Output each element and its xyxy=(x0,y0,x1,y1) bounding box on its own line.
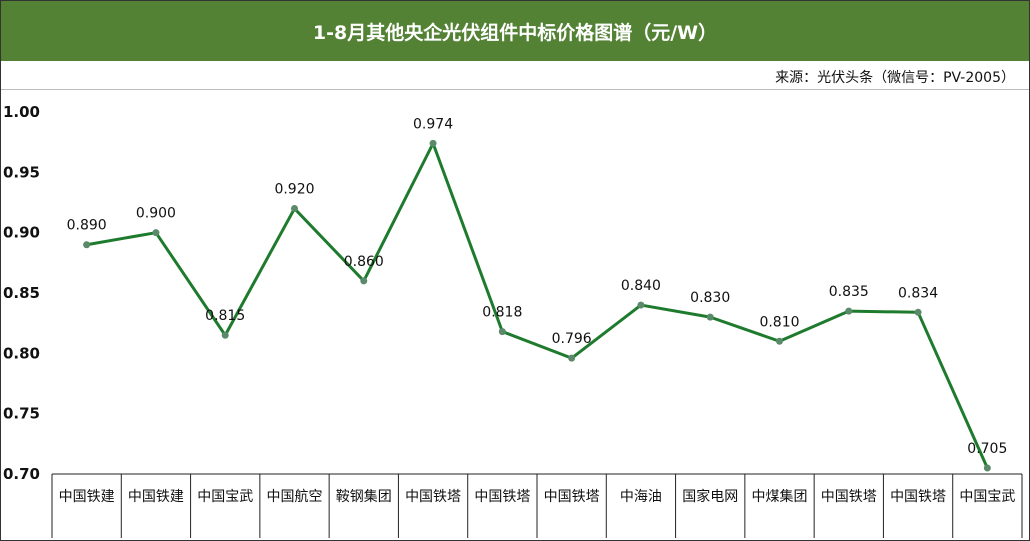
data-point xyxy=(914,308,922,316)
x-tick-label: 中国宝武 xyxy=(197,489,253,505)
data-label: 0.830 xyxy=(690,290,730,306)
data-point xyxy=(568,354,576,362)
data-label: 0.890 xyxy=(67,218,107,234)
x-tick-label: 中国航空 xyxy=(267,489,323,505)
data-point xyxy=(637,301,645,309)
data-label: 0.818 xyxy=(482,305,522,321)
series-line xyxy=(86,141,989,469)
header-separator xyxy=(1,89,1029,90)
data-point xyxy=(845,307,853,315)
y-tick-label: 1.00 xyxy=(3,103,40,121)
data-point xyxy=(221,331,229,339)
x-tick-label: 中国铁塔 xyxy=(544,489,600,505)
x-tick-label: 中国铁建 xyxy=(59,489,115,505)
data-point xyxy=(776,337,783,345)
data-label: 0.796 xyxy=(552,331,592,347)
x-tick-label: 中国铁建 xyxy=(128,489,184,505)
data-point xyxy=(706,313,714,321)
x-tick-label: 中国宝武 xyxy=(959,489,1015,505)
y-tick-label: 0.90 xyxy=(3,224,40,242)
x-tick-label: 中国铁塔 xyxy=(405,489,461,505)
y-tick-label: 0.85 xyxy=(3,284,40,302)
x-tick-label: 中海油 xyxy=(620,489,662,505)
data-point xyxy=(360,277,368,285)
data-point xyxy=(429,139,437,147)
x-tick-label: 中煤集团 xyxy=(752,488,808,505)
data-label: 0.900 xyxy=(136,206,176,222)
data-label: 0.705 xyxy=(967,441,1007,457)
x-tick-label: 中国铁塔 xyxy=(821,489,877,505)
data-label: 0.840 xyxy=(621,278,661,294)
data-label: 0.835 xyxy=(829,284,869,300)
data-label: 0.810 xyxy=(759,314,799,330)
data-point xyxy=(291,205,298,213)
data-point xyxy=(152,229,160,237)
x-tick-label: 中国铁塔 xyxy=(890,489,946,505)
data-label: 0.860 xyxy=(344,254,384,270)
data-label: 0.815 xyxy=(205,308,245,324)
y-tick-label: 0.75 xyxy=(3,405,40,423)
x-tick-label: 鞍钢集团 xyxy=(336,488,392,505)
y-tick-label: 0.95 xyxy=(3,163,40,181)
chart-title: 1-8月其他央企光伏组件中标价格图谱（元/W） xyxy=(1,1,1029,61)
data-label: 0.834 xyxy=(898,285,938,301)
data-label: 0.974 xyxy=(413,116,453,132)
y-tick-label: 0.70 xyxy=(3,465,40,483)
data-point xyxy=(83,241,91,249)
data-label: 0.920 xyxy=(274,182,314,198)
y-tick-label: 0.80 xyxy=(3,344,40,362)
x-tick-label: 中国铁塔 xyxy=(474,489,530,505)
x-tick-label: 国家电网 xyxy=(682,488,738,505)
data-point xyxy=(983,464,991,472)
source-note: 来源：光伏头条（微信号：PV-2005） xyxy=(775,70,1015,86)
data-point xyxy=(498,328,506,336)
